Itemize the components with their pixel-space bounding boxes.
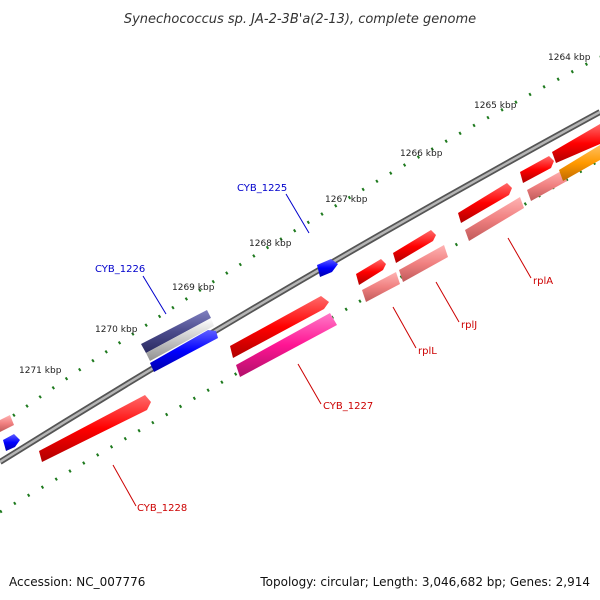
tick-label-1267: 1267 kbp xyxy=(325,195,368,205)
genome-summary-text: Topology: circular; Length: 3,046,682 bp… xyxy=(259,575,590,589)
gene-label-rpla[interactable]: rplA xyxy=(533,276,553,287)
tick-label-1269: 1269 kbp xyxy=(172,283,215,293)
tick-label-1270: 1270 kbp xyxy=(95,325,138,335)
tick-label-1266: 1266 kbp xyxy=(400,149,443,159)
feature-edge-red[interactable] xyxy=(552,124,600,163)
accession-text: Accession: NC_007776 xyxy=(9,575,145,589)
feature-rpll-light xyxy=(362,272,400,302)
feature-reverse-cds-2[interactable] xyxy=(3,434,20,451)
gene-label-rplj[interactable]: rplJ xyxy=(461,320,477,331)
feature-rpla-light xyxy=(465,197,524,241)
feature-cyb1226-shadow xyxy=(146,318,214,361)
tick-label-1264: 1264 kbp xyxy=(548,53,591,63)
outer-tick-ruler xyxy=(0,55,600,427)
gene-label-cyb1228[interactable]: CYB_1228 xyxy=(137,503,187,514)
forward-strand-features xyxy=(39,124,600,462)
ruler-labels: 1264 kbp 1265 kbp 1266 kbp 1267 kbp 1268… xyxy=(19,53,591,376)
feature-rplj-light xyxy=(399,245,448,282)
map-title: Synechococcus sp. JA-2-3B'a(2-13), compl… xyxy=(124,12,476,27)
feature-cyb1225[interactable] xyxy=(317,259,338,277)
feature-reverse-cds-1[interactable] xyxy=(150,330,218,372)
gene-labels: CYB_1225 CYB_1226 CYB_1227 CYB_1228 rplL… xyxy=(95,183,553,514)
feature-cyb1227-highlight[interactable] xyxy=(236,313,337,377)
feature-edge-orange[interactable] xyxy=(559,145,600,181)
genome-backbone xyxy=(0,109,600,465)
gene-label-rpll[interactable]: rplL xyxy=(418,346,437,357)
feature-cyb1227[interactable] xyxy=(230,296,329,358)
gene-label-cyb1226[interactable]: CYB_1226 xyxy=(95,264,145,275)
feature-rpla[interactable] xyxy=(458,183,512,223)
feature-rpll[interactable] xyxy=(356,259,386,285)
tick-label-1271: 1271 kbp xyxy=(19,366,62,376)
feature-cyb1228[interactable] xyxy=(39,395,151,462)
leader-lines xyxy=(112,193,532,507)
tick-label-1265: 1265 kbp xyxy=(474,101,517,111)
reverse-strand-features xyxy=(0,259,338,451)
gene-label-cyb1227[interactable]: CYB_1227 xyxy=(323,401,373,412)
feature-edge-pink xyxy=(0,415,14,432)
gene-label-cyb1225[interactable]: CYB_1225 xyxy=(237,183,287,194)
feature-cyb1226[interactable] xyxy=(141,310,211,353)
feature-next-cds[interactable] xyxy=(520,156,554,183)
tick-label-1268: 1268 kbp xyxy=(249,239,292,249)
feature-next-cds-light xyxy=(527,170,567,201)
feature-rplj[interactable] xyxy=(393,230,436,263)
